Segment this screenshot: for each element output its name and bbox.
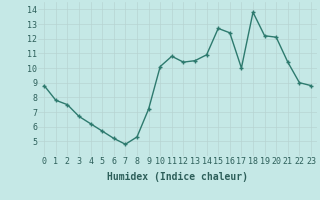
- X-axis label: Humidex (Indice chaleur): Humidex (Indice chaleur): [107, 172, 248, 182]
